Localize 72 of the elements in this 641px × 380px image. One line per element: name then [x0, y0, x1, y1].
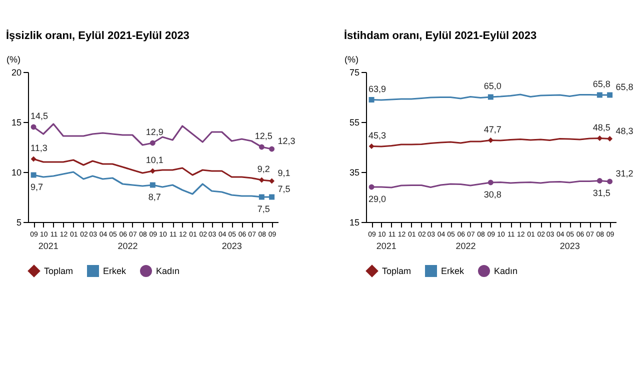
data-label: 11,3 — [30, 143, 48, 153]
legend-label: Toplam — [44, 266, 74, 276]
data-label: 10,1 — [146, 155, 164, 165]
data-label: 29,0 — [368, 194, 386, 204]
data-label: 48,3 — [616, 126, 634, 136]
point — [150, 182, 156, 188]
point — [368, 97, 374, 102]
point — [30, 124, 36, 130]
point — [607, 136, 613, 142]
point — [607, 178, 613, 184]
point — [258, 177, 264, 183]
point — [607, 92, 613, 98]
text: 2023 — [222, 241, 242, 251]
point — [258, 194, 264, 200]
point — [488, 138, 494, 143]
y-tick-label: 55 — [349, 118, 360, 128]
point — [368, 144, 374, 149]
legend-label: Erkek — [103, 266, 127, 276]
point — [488, 94, 494, 100]
y-tick-label: 5 — [16, 218, 22, 228]
chart-title: İstihdam oranı, Eylül 2021-Eylül 2023 — [344, 29, 537, 42]
data-label: 30,8 — [484, 190, 502, 200]
data-label: 12,3 — [278, 136, 296, 146]
data-label: 65,8 — [592, 79, 610, 89]
legend-label: Kadın — [156, 266, 180, 276]
data-label: 8,7 — [148, 192, 161, 202]
legend-label: Kadın — [494, 266, 518, 276]
point — [269, 146, 275, 152]
y-tick-label: 20 — [11, 68, 22, 78]
point — [269, 194, 275, 200]
point — [258, 144, 264, 150]
data-label: 47,7 — [484, 124, 502, 134]
y-tick-label: 35 — [349, 168, 360, 178]
legend-label: Toplam — [382, 266, 412, 276]
y-tick-label: 15 — [349, 218, 360, 228]
data-label: 45,3 — [368, 130, 386, 140]
chart-title: İşsizlik oranı, Eylül 2021-Eylül 2023 — [6, 29, 190, 42]
point — [30, 172, 36, 178]
y-tick-label: 75 — [349, 68, 360, 78]
point — [150, 168, 156, 174]
data-label: 7,5 — [278, 184, 290, 194]
point — [269, 178, 275, 184]
data-label: 9,2 — [257, 164, 270, 174]
data-label: 48,5 — [592, 122, 610, 132]
data-label: 14,5 — [30, 111, 48, 121]
text: 2023 — [560, 241, 580, 251]
data-label: 65,0 — [484, 81, 502, 91]
point — [596, 92, 602, 98]
legend-label: Erkek — [441, 266, 465, 276]
data-label: 31,5 — [592, 188, 610, 198]
point — [596, 136, 602, 141]
data-label: 65,8 — [616, 82, 634, 92]
data-label: 9,7 — [30, 182, 44, 192]
y-axis-title: (%) — [6, 54, 20, 64]
y-tick-label: 15 — [11, 118, 22, 128]
text: 2021 — [38, 241, 58, 251]
point — [596, 178, 602, 184]
y-axis-title: (%) — [344, 54, 358, 64]
y-tick-label: 10 — [11, 168, 22, 178]
point — [368, 184, 374, 190]
text: 2021 — [376, 241, 396, 251]
point — [30, 156, 36, 162]
point — [150, 140, 156, 146]
data-label: 12,9 — [146, 127, 164, 137]
data-label: 7,5 — [257, 204, 270, 214]
text: 2022 — [118, 241, 138, 251]
data-label: 12,5 — [254, 131, 272, 141]
text: 2022 — [456, 241, 476, 251]
data-label: 9,1 — [278, 168, 290, 178]
point — [488, 180, 494, 186]
data-label: 31,2 — [616, 168, 634, 178]
data-label: 63,9 — [368, 84, 386, 94]
